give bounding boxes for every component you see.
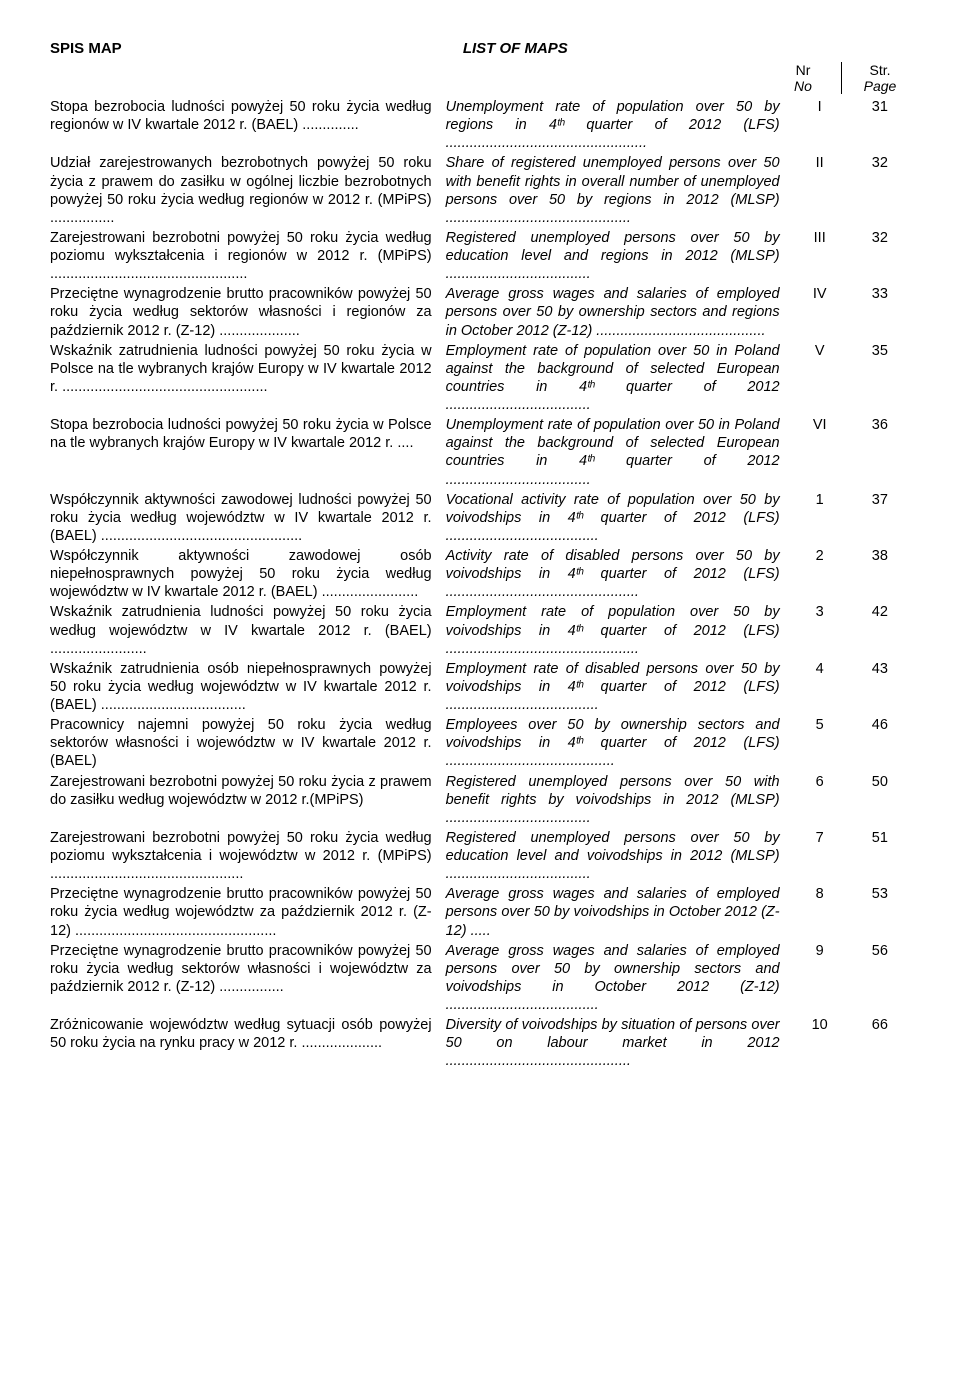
- entry-number: II: [790, 154, 850, 227]
- entry-english: Activity rate of disabled persons over 5…: [446, 547, 790, 601]
- entry-english: Average gross wages and salaries of empl…: [446, 942, 790, 1015]
- map-entry: Stopa bezrobocia ludności powyżej 50 rok…: [50, 98, 910, 152]
- entry-polish: Udział zarejestrowanych bezrobotnych pow…: [50, 154, 446, 227]
- map-entry: Udział zarejestrowanych bezrobotnych pow…: [50, 154, 910, 227]
- entry-polish: Wskaźnik zatrudnienia ludności powyżej 5…: [50, 342, 446, 415]
- entry-polish: Stopa bezrobocia ludności powyżej 50 rok…: [50, 416, 446, 489]
- entry-page: 42: [850, 603, 910, 657]
- header-left-title: SPIS MAP: [50, 40, 463, 57]
- entry-page: 37: [850, 491, 910, 545]
- entry-polish: Przeciętne wynagrodzenie brutto pracowni…: [50, 942, 446, 1015]
- entry-page: 36: [850, 416, 910, 489]
- header-right-title: LIST OF MAPS: [463, 40, 910, 57]
- header-row: SPIS MAP LIST OF MAPS: [50, 40, 910, 57]
- map-entry: Stopa bezrobocia ludności powyżej 50 rok…: [50, 416, 910, 489]
- entry-english: Unemployment rate of population over 50 …: [446, 416, 790, 489]
- map-entry: Zarejestrowani bezrobotni powyżej 50 rok…: [50, 229, 910, 283]
- entry-number: 7: [790, 829, 850, 883]
- entry-english: Employment rate of disabled persons over…: [446, 660, 790, 714]
- entry-english: Employment rate of population over 50 in…: [446, 342, 790, 415]
- entry-english: Diversity of voivodships by situation of…: [446, 1016, 790, 1070]
- entry-number: 4: [790, 660, 850, 714]
- col-page-header: Str. Page: [842, 62, 910, 94]
- entry-english: Average gross wages and salaries of empl…: [446, 885, 790, 939]
- entry-page: 51: [850, 829, 910, 883]
- map-entry: Przeciętne wynagrodzenie brutto pracowni…: [50, 942, 910, 1015]
- entry-number: III: [790, 229, 850, 283]
- entry-english: Vocational activity rate of population o…: [446, 491, 790, 545]
- entry-polish: Zróżnicowanie województw według sytuacji…: [50, 1016, 446, 1070]
- map-entry: Przeciętne wynagrodzenie brutto pracowni…: [50, 285, 910, 339]
- entry-polish: Współczynnik aktywności zawodowej osób n…: [50, 547, 446, 601]
- col-nr-header: Nr No: [773, 62, 842, 94]
- entry-number: 5: [790, 716, 850, 770]
- entry-english: Employees over 50 by ownership sectors a…: [446, 716, 790, 770]
- entry-english: Registered unemployed persons over 50 by…: [446, 829, 790, 883]
- entry-polish: Wskaźnik zatrudnienia osób niepełnospraw…: [50, 660, 446, 714]
- entry-number: V: [790, 342, 850, 415]
- entry-number: IV: [790, 285, 850, 339]
- map-entry: Przeciętne wynagrodzenie brutto pracowni…: [50, 885, 910, 939]
- entry-number: VI: [790, 416, 850, 489]
- entry-polish: Zarejestrowani bezrobotni powyżej 50 rok…: [50, 773, 446, 827]
- entry-number: 3: [790, 603, 850, 657]
- map-entry: Współczynnik aktywności zawodowej ludnoś…: [50, 491, 910, 545]
- entry-polish: Zarejestrowani bezrobotni powyżej 50 rok…: [50, 229, 446, 283]
- entry-number: 8: [790, 885, 850, 939]
- col-page-label: Page: [850, 78, 910, 94]
- entry-english: Registered unemployed persons over 50 wi…: [446, 773, 790, 827]
- col-str-label: Str.: [850, 62, 910, 78]
- col-nr-label: Nr: [773, 62, 833, 78]
- entry-english: Employment rate of population over 50 by…: [446, 603, 790, 657]
- header-right-group: LIST OF MAPS: [463, 40, 910, 57]
- entry-english: Share of registered unemployed persons o…: [446, 154, 790, 227]
- entry-polish: Współczynnik aktywności zawodowej ludnoś…: [50, 491, 446, 545]
- entry-number: 9: [790, 942, 850, 1015]
- entry-polish: Wskaźnik zatrudnienia ludności powyżej 5…: [50, 603, 446, 657]
- entry-polish: Stopa bezrobocia ludności powyżej 50 rok…: [50, 98, 446, 152]
- entry-page: 38: [850, 547, 910, 601]
- entry-number: 2: [790, 547, 850, 601]
- map-entry: Wskaźnik zatrudnienia ludności powyżej 5…: [50, 603, 910, 657]
- entry-page: 35: [850, 342, 910, 415]
- entry-polish: Zarejestrowani bezrobotni powyżej 50 rok…: [50, 829, 446, 883]
- entry-polish: Przeciętne wynagrodzenie brutto pracowni…: [50, 285, 446, 339]
- column-headers: Nr No Str. Page: [50, 62, 910, 94]
- map-entry: Zarejestrowani bezrobotni powyżej 50 rok…: [50, 829, 910, 883]
- entry-page: 50: [850, 773, 910, 827]
- map-entry: Współczynnik aktywności zawodowej osób n…: [50, 547, 910, 601]
- entry-number: 1: [790, 491, 850, 545]
- map-entry: Zarejestrowani bezrobotni powyżej 50 rok…: [50, 773, 910, 827]
- entry-page: 33: [850, 285, 910, 339]
- map-entry: Zróżnicowanie województw według sytuacji…: [50, 1016, 910, 1070]
- entry-number: 10: [790, 1016, 850, 1070]
- entry-polish: Przeciętne wynagrodzenie brutto pracowni…: [50, 885, 446, 939]
- col-no-label: No: [773, 78, 833, 94]
- map-entry: Wskaźnik zatrudnienia osób niepełnospraw…: [50, 660, 910, 714]
- entry-number: I: [790, 98, 850, 152]
- map-entry: Pracownicy najemni powyżej 50 roku życia…: [50, 716, 910, 770]
- entry-page: 43: [850, 660, 910, 714]
- map-entry: Wskaźnik zatrudnienia ludności powyżej 5…: [50, 342, 910, 415]
- entry-page: 56: [850, 942, 910, 1015]
- entry-polish: Pracownicy najemni powyżej 50 roku życia…: [50, 716, 446, 770]
- entry-page: 31: [850, 98, 910, 152]
- entry-english: Registered unemployed persons over 50 by…: [446, 229, 790, 283]
- entry-page: 32: [850, 229, 910, 283]
- entry-english: Unemployment rate of population over 50 …: [446, 98, 790, 152]
- entries-list: Stopa bezrobocia ludności powyżej 50 rok…: [50, 98, 910, 1071]
- entry-page: 53: [850, 885, 910, 939]
- entry-page: 46: [850, 716, 910, 770]
- entry-english: Average gross wages and salaries of empl…: [446, 285, 790, 339]
- entry-page: 66: [850, 1016, 910, 1070]
- entry-number: 6: [790, 773, 850, 827]
- entry-page: 32: [850, 154, 910, 227]
